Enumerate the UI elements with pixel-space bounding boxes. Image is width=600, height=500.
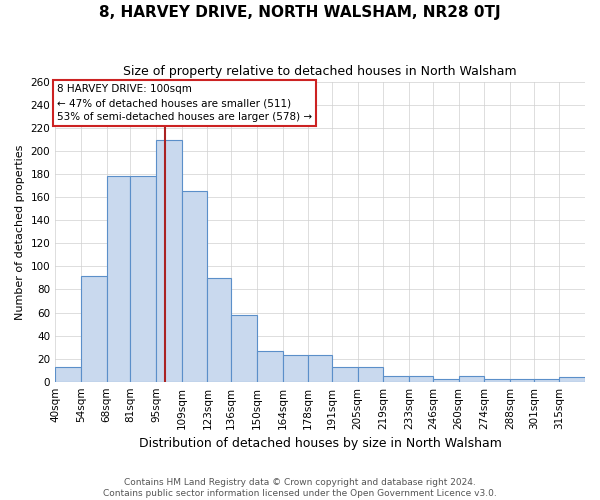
Bar xyxy=(231,315,257,382)
Text: 8 HARVEY DRIVE: 100sqm
← 47% of detached houses are smaller (511)
53% of semi-de: 8 HARVEY DRIVE: 100sqm ← 47% of detached… xyxy=(57,84,312,122)
Text: 8, HARVEY DRIVE, NORTH WALSHAM, NR28 0TJ: 8, HARVEY DRIVE, NORTH WALSHAM, NR28 0TJ xyxy=(99,5,501,20)
Bar xyxy=(308,355,332,382)
Bar xyxy=(208,278,231,382)
Title: Size of property relative to detached houses in North Walsham: Size of property relative to detached ho… xyxy=(123,65,517,78)
Bar xyxy=(358,366,383,382)
Text: Contains HM Land Registry data © Crown copyright and database right 2024.
Contai: Contains HM Land Registry data © Crown c… xyxy=(103,478,497,498)
Bar xyxy=(433,380,458,382)
Bar xyxy=(182,192,208,382)
Bar xyxy=(559,377,585,382)
Bar xyxy=(383,376,409,382)
X-axis label: Distribution of detached houses by size in North Walsham: Distribution of detached houses by size … xyxy=(139,437,502,450)
Bar xyxy=(156,140,182,382)
Y-axis label: Number of detached properties: Number of detached properties xyxy=(15,144,25,320)
Bar xyxy=(81,276,107,382)
Bar xyxy=(283,355,308,382)
Bar xyxy=(484,380,510,382)
Bar xyxy=(107,176,130,382)
Bar xyxy=(510,380,533,382)
Bar xyxy=(533,380,559,382)
Bar xyxy=(257,350,283,382)
Bar xyxy=(55,366,81,382)
Bar xyxy=(332,366,358,382)
Bar xyxy=(130,176,156,382)
Bar xyxy=(458,376,484,382)
Bar xyxy=(409,376,433,382)
